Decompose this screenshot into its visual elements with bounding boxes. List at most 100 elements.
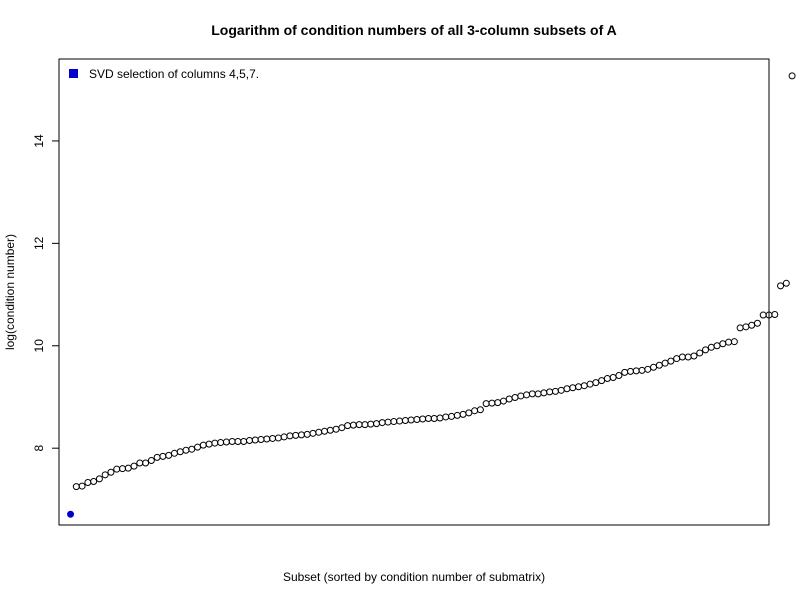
data-point <box>650 363 658 371</box>
data-point <box>505 395 513 403</box>
data-point <box>748 321 756 329</box>
data-point <box>661 359 669 367</box>
data-point <box>78 482 86 490</box>
data-point <box>453 411 461 419</box>
data-point <box>205 440 213 448</box>
data-point <box>759 311 767 319</box>
legend-entry-label: SVD selection of columns 4,5,7. <box>89 67 259 81</box>
data-point <box>321 427 329 435</box>
data-point <box>263 435 271 443</box>
y-tick-label: 12 <box>32 236 46 250</box>
data-point <box>245 437 253 445</box>
legend: SVD selection of columns 4,5,7. <box>69 67 259 81</box>
data-point <box>690 352 698 360</box>
data-point <box>113 465 121 473</box>
data-points <box>67 72 796 518</box>
data-point <box>725 338 733 346</box>
data-point <box>777 282 785 290</box>
data-point <box>188 445 196 453</box>
y-axis: 8 10 12 14 <box>32 134 59 452</box>
data-point <box>257 435 265 443</box>
data-point <box>644 365 652 373</box>
data-point <box>546 388 554 396</box>
y-axis-label: log(condition number) <box>3 234 17 350</box>
data-point <box>499 397 507 405</box>
data-point <box>355 421 363 429</box>
data-point <box>361 421 369 429</box>
data-point <box>90 477 98 485</box>
data-point <box>372 420 380 428</box>
data-point <box>626 367 634 375</box>
data-point <box>292 431 300 439</box>
data-point <box>217 439 225 447</box>
data-point <box>678 353 686 361</box>
data-point <box>638 366 646 374</box>
data-point <box>707 343 715 351</box>
data-point <box>424 414 432 422</box>
data-point <box>326 426 334 434</box>
data-point <box>563 385 571 393</box>
y-tick-label: 10 <box>32 339 46 353</box>
data-point <box>407 416 415 424</box>
data-point <box>615 371 623 379</box>
data-point <box>551 387 559 395</box>
x-axis-label: Subset (sorted by condition number of su… <box>283 570 545 584</box>
data-point <box>228 438 236 446</box>
data-point <box>344 422 352 430</box>
data-point <box>124 464 132 472</box>
data-point <box>782 279 790 287</box>
data-point <box>534 390 542 398</box>
data-point <box>494 399 502 407</box>
data-point <box>170 449 178 457</box>
data-point <box>182 446 190 454</box>
data-point <box>222 438 230 446</box>
data-point <box>136 459 144 467</box>
data-point <box>575 383 583 391</box>
data-point <box>771 311 779 319</box>
data-point <box>280 433 288 441</box>
data-point <box>702 346 710 354</box>
data-point <box>130 462 138 470</box>
data-point <box>240 438 248 446</box>
data-point <box>269 434 277 442</box>
data-point <box>72 483 80 491</box>
data-point <box>165 451 173 459</box>
data-point <box>730 338 738 346</box>
data-point <box>413 416 421 424</box>
data-point <box>349 421 357 429</box>
data-point <box>632 367 640 375</box>
data-point <box>142 459 150 467</box>
data-point <box>251 436 259 444</box>
data-point <box>742 323 750 331</box>
data-point <box>107 468 115 476</box>
data-point <box>476 406 484 414</box>
data-point <box>598 377 606 385</box>
data-point <box>147 456 155 464</box>
data-point <box>655 361 663 369</box>
data-point <box>609 374 617 382</box>
data-point <box>442 413 450 421</box>
data-point <box>332 425 340 433</box>
data-point <box>719 340 727 348</box>
data-point <box>367 420 375 428</box>
y-tick-label: 8 <box>32 445 46 452</box>
data-point <box>118 465 126 473</box>
data-point <box>211 439 219 447</box>
data-point <box>84 478 92 486</box>
data-point <box>713 342 721 350</box>
chart-title: Logarithm of condition numbers of all 3-… <box>211 22 617 38</box>
data-point <box>667 357 675 365</box>
data-point <box>384 418 392 426</box>
data-point <box>523 391 531 399</box>
data-point <box>396 417 404 425</box>
data-point <box>286 432 294 440</box>
data-point <box>95 475 103 483</box>
data-point <box>488 399 496 407</box>
data-point <box>736 324 744 332</box>
data-point <box>303 430 311 438</box>
plot-frame <box>58 58 770 526</box>
data-point <box>234 438 242 446</box>
data-point <box>309 429 317 437</box>
data-point <box>696 349 704 357</box>
